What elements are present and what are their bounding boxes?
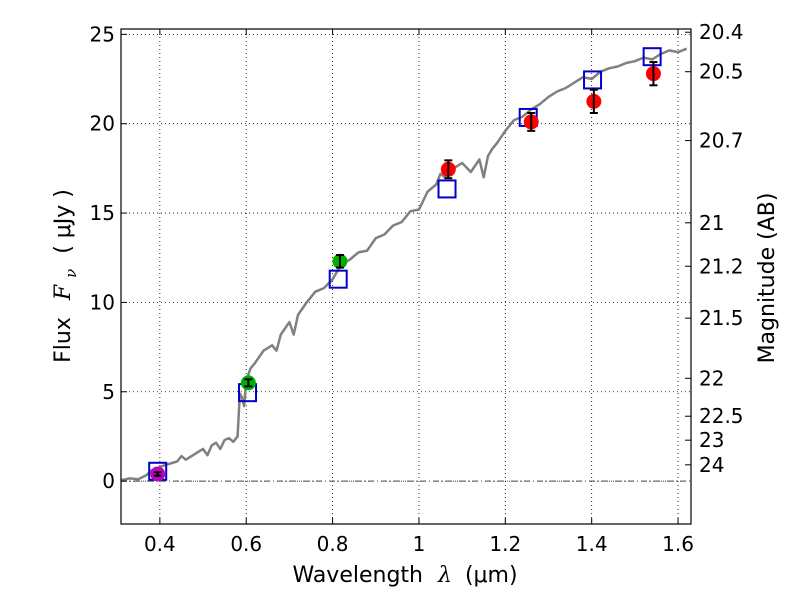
plot-frame — [120, 28, 692, 525]
plot-area — [120, 47, 691, 482]
mag-tick-label: 21 — [699, 211, 724, 235]
mag-tick-label: 22 — [699, 366, 724, 390]
x-tick-label: 0.8 — [317, 532, 349, 556]
y-tick-label: 25 — [90, 22, 115, 46]
x-tick-label: 1.2 — [489, 532, 521, 556]
mag-tick-label: 24 — [699, 453, 724, 477]
x-tick-label: 1.6 — [662, 532, 694, 556]
x-axis-label-symbol: λ — [437, 563, 452, 588]
grid — [121, 29, 691, 524]
mag-tick-label: 21.5 — [699, 306, 744, 330]
model-sed-line — [120, 47, 688, 482]
y-tick-label: 5 — [102, 380, 115, 404]
model-band-square — [642, 47, 662, 67]
mag-tick-label: 20.4 — [699, 20, 744, 44]
model-band-square — [583, 70, 603, 90]
x-tick-label: 1 — [413, 532, 426, 556]
y-axis-label-symbol: F — [51, 284, 76, 301]
mag-tick-label: 22.5 — [699, 404, 744, 428]
x-tick-label: 1.4 — [576, 532, 608, 556]
y2-axis-label: Magnitude (AB) — [755, 193, 780, 364]
x-axis-label-text: Wavelength — [292, 563, 423, 588]
mag-tick-label: 23 — [699, 428, 724, 452]
x-tick-label: 0.6 — [230, 532, 262, 556]
model-band-square — [437, 179, 457, 199]
axes: 0.4 0.6 0.8 1 1.2 1.4 1.6 0 5 10 15 20 25 20.4 20.5 20.… — [90, 20, 744, 556]
y-axis-label: Flux F ν ( μJy ) — [51, 189, 82, 363]
y-tick-label: 10 — [90, 290, 115, 314]
x-axis-label-unit: (μm) — [465, 563, 518, 588]
mag-tick-label: 21.2 — [699, 254, 744, 278]
y-axis-label-text: Flux — [51, 317, 76, 363]
x-axis-label: Wavelength λ (μm) — [292, 563, 517, 588]
x-tick-label: 0.4 — [144, 532, 176, 556]
y-tick-label: 15 — [90, 201, 115, 225]
y-tick-label: 0 — [102, 469, 115, 493]
mag-tick-label: 20.5 — [699, 60, 744, 84]
model-band-square — [328, 269, 348, 289]
y-axis-label-subscript: ν — [62, 269, 80, 278]
mag-tick-label: 20.7 — [699, 129, 744, 153]
y-tick-label: 20 — [90, 112, 115, 136]
y-axis-label-unit: ( μJy ) — [51, 189, 76, 254]
